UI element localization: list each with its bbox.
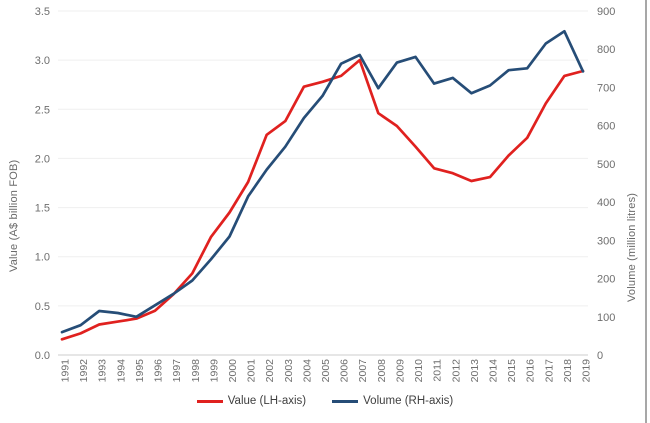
- right-axis-tick-label: 100: [597, 312, 615, 324]
- x-axis-year-label: 2006: [339, 359, 351, 383]
- legend-volume-label: Volume (RH-axis): [363, 395, 454, 407]
- right-axis-tick-label: 900: [597, 6, 615, 18]
- left-axis-title: Value (A$ billion FOB): [8, 159, 20, 272]
- right-axis-tick-label: 0: [597, 350, 603, 362]
- right-axis-tick-label: 600: [597, 121, 615, 133]
- x-axis-year-label: 2008: [376, 359, 388, 383]
- x-axis-year-label: 2004: [301, 359, 313, 383]
- left-axis-tick-label: 2.5: [35, 104, 50, 116]
- x-axis-year-label: 2001: [246, 359, 258, 383]
- x-axis-year-label: 1991: [60, 359, 72, 383]
- legend-value-label: Value (LH-axis): [227, 395, 307, 407]
- x-axis-year-label: 1997: [171, 359, 183, 383]
- x-axis-year-label: 1999: [208, 359, 220, 383]
- x-axis-year-label: 1994: [115, 359, 127, 383]
- value-line-series: [60, 58, 585, 341]
- x-axis-year-label: 2016: [525, 359, 537, 383]
- x-axis-year-label: 2015: [506, 359, 518, 383]
- right-axis-title: Volume (million litres): [626, 192, 638, 302]
- legend: Value (LH-axis) Volume (RH-axis): [0, 395, 650, 407]
- x-axis-year-label: 2012: [450, 359, 462, 383]
- x-axis-year-label: 1992: [78, 359, 90, 383]
- right-axis-tick-label: 500: [597, 159, 615, 171]
- x-axis-year-label: 2011: [432, 359, 444, 382]
- x-axis-year-label: 1995: [134, 359, 146, 383]
- x-axis-year-label: 2005: [320, 359, 332, 383]
- legend-item-volume: Volume (RH-axis): [332, 395, 453, 407]
- value-line-swatch: [196, 399, 223, 403]
- left-axis-tick-label: 3.0: [35, 55, 50, 67]
- x-axis-year-label: 2009: [394, 359, 406, 383]
- right-axis-tick-label: 200: [597, 274, 615, 286]
- left-axis-tick-label: 1.5: [35, 203, 50, 215]
- x-axis-year-label: 2019: [581, 359, 593, 383]
- x-axis-year-label: 1996: [153, 359, 165, 383]
- screenshot-right-border: [645, 0, 647, 423]
- right-axis-tick-label: 700: [597, 82, 615, 94]
- left-axis-tick-label: 0.0: [35, 350, 50, 362]
- right-axis-tick-label: 300: [597, 235, 615, 247]
- x-axis-year-label: 1993: [97, 359, 109, 383]
- volume-line-series: [60, 29, 585, 334]
- right-axis-tick-label: 400: [597, 197, 615, 209]
- x-axis-year-label: 1998: [190, 359, 202, 383]
- right-axis-tick-label: 800: [597, 44, 615, 56]
- left-axis-tick-label: 0.5: [35, 301, 50, 313]
- x-axis-year-label: 2018: [562, 359, 574, 383]
- x-axis-year-label: 2010: [413, 359, 425, 383]
- x-axis-year-label: 2000: [227, 359, 239, 383]
- x-axis-year-label: 2007: [357, 359, 369, 383]
- x-axis-year-label: 2014: [487, 359, 499, 383]
- left-axis-tick-label: 1.0: [35, 252, 50, 264]
- x-axis-year-label: 2003: [283, 359, 295, 383]
- volume-line-swatch: [332, 399, 359, 403]
- x-axis-year-label: 2013: [469, 359, 481, 383]
- left-axis-tick-label: 3.5: [35, 6, 50, 18]
- left-axis-tick-label: 2.0: [35, 153, 50, 165]
- x-axis-year-label: 2002: [264, 359, 276, 383]
- x-axis-year-label: 2017: [543, 359, 555, 383]
- legend-item-value: Value (LH-axis): [196, 395, 307, 407]
